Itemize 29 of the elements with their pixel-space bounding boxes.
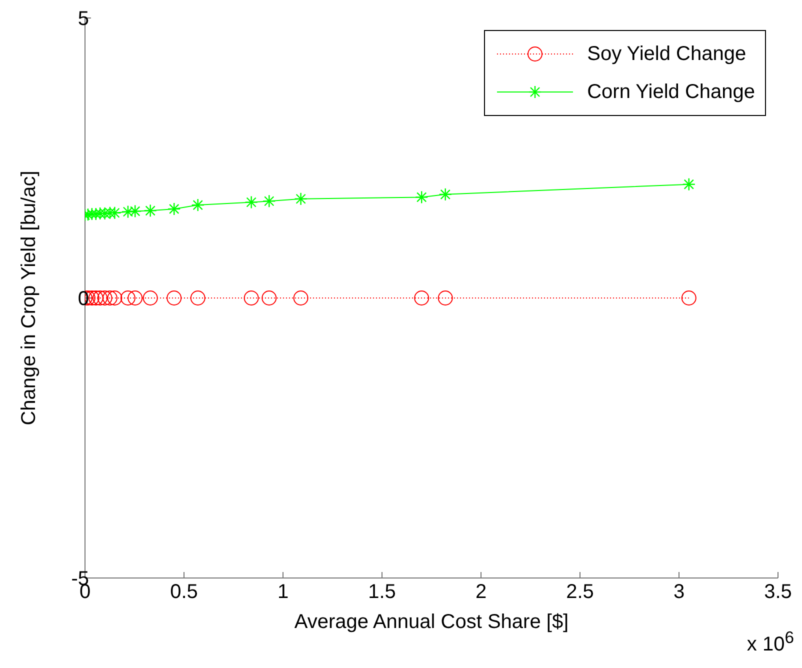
point [92, 290, 108, 306]
x-tick-label: 1 [277, 581, 289, 604]
point [97, 290, 112, 306]
point [244, 290, 259, 306]
point [293, 290, 308, 306]
y-axis-title: Change in Crop Yield [bu/ac] [18, 170, 40, 426]
x-axis-title: Average Annual Cost Share [$] [294, 611, 569, 633]
point [166, 290, 182, 306]
legend-label: Corn Yield Change [587, 80, 755, 104]
point [107, 290, 122, 306]
legend-label: Soy Yield Change [587, 42, 746, 66]
point [128, 290, 143, 306]
point [262, 290, 277, 306]
point [438, 290, 453, 306]
x-tick-label: 2.5 [566, 581, 594, 604]
point [190, 290, 206, 306]
point [414, 290, 430, 306]
point [681, 290, 696, 306]
x-tick-label: 0.5 [170, 581, 198, 604]
x-tick-label: 3 [673, 581, 685, 604]
x-tick-label: 3.5 [764, 581, 792, 604]
text: x 10$^{6}$ [746, 628, 794, 657]
y-tick-label: 5 [78, 8, 89, 30]
point [120, 290, 136, 306]
x-tick-label: 1.5 [368, 581, 396, 604]
point [142, 290, 158, 306]
x-tick-label: 2 [475, 581, 487, 604]
point [102, 290, 118, 306]
point [88, 290, 104, 306]
